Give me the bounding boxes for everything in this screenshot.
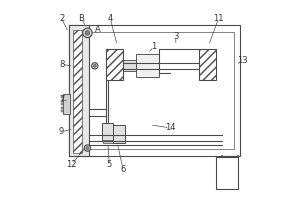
Text: 1: 1 <box>151 42 157 51</box>
Text: A: A <box>94 25 100 34</box>
Bar <box>61 96 63 98</box>
Text: B: B <box>79 14 84 23</box>
Text: 6: 6 <box>121 165 126 174</box>
Bar <box>69 25 89 156</box>
Bar <box>106 49 123 80</box>
Bar <box>199 63 205 69</box>
Bar <box>215 157 238 189</box>
Text: 7: 7 <box>59 95 64 104</box>
Bar <box>74 32 234 149</box>
Text: 12: 12 <box>66 160 77 169</box>
Bar <box>123 60 136 71</box>
Text: 9: 9 <box>59 127 64 136</box>
Bar <box>61 100 63 102</box>
Circle shape <box>92 63 98 69</box>
Circle shape <box>84 145 91 151</box>
Bar <box>113 125 125 143</box>
Text: 8: 8 <box>59 60 64 69</box>
Text: 11: 11 <box>213 14 224 23</box>
Bar <box>73 30 82 153</box>
Bar <box>61 107 63 109</box>
Bar <box>199 49 215 80</box>
Bar <box>136 54 159 77</box>
Text: 2: 2 <box>59 14 64 23</box>
Text: 3: 3 <box>173 32 178 41</box>
Bar <box>69 25 240 156</box>
Text: 14: 14 <box>165 123 175 132</box>
Circle shape <box>86 147 89 149</box>
Bar <box>103 140 113 143</box>
Bar <box>102 123 113 141</box>
Text: 4: 4 <box>108 14 113 23</box>
Circle shape <box>93 64 96 67</box>
Bar <box>61 103 63 105</box>
Bar <box>63 94 70 114</box>
Bar <box>61 110 63 112</box>
Text: 5: 5 <box>107 160 112 169</box>
Text: 13: 13 <box>237 56 248 65</box>
Circle shape <box>85 31 90 35</box>
Circle shape <box>83 28 92 38</box>
